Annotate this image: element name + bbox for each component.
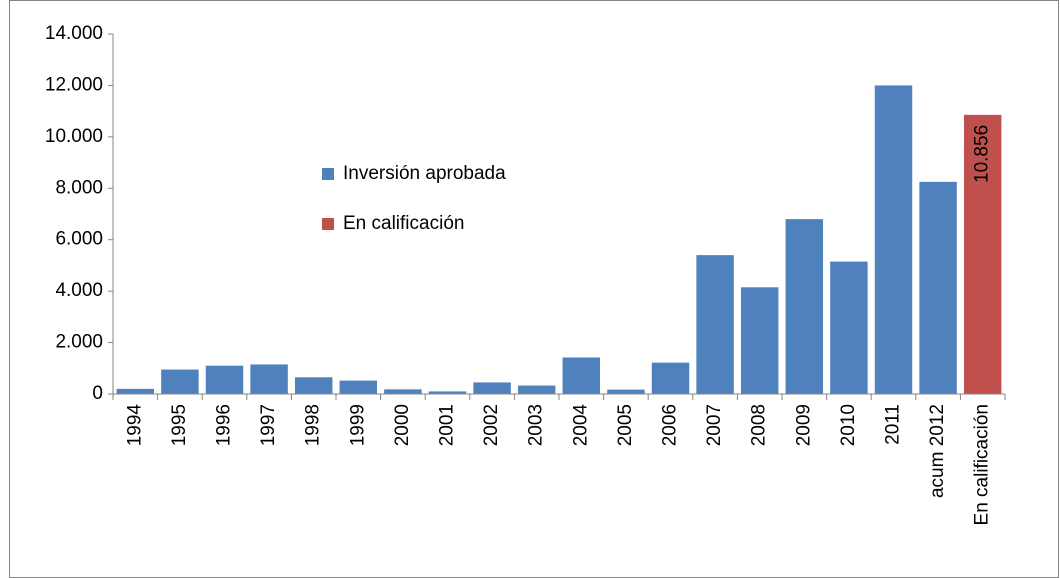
x-tick-label: 1995 [169, 404, 190, 446]
bar [205, 365, 244, 394]
bar [116, 388, 155, 394]
x-tick-label: 1998 [303, 404, 324, 446]
bar [963, 114, 1002, 395]
x-tick-label: 2002 [481, 404, 502, 446]
bar [919, 181, 957, 394]
x-tick-label: 2000 [392, 404, 413, 446]
y-tick-label: 4.000 [55, 280, 103, 301]
bar [250, 364, 288, 394]
bar [161, 369, 199, 394]
x-tick-label: En calificación [972, 404, 993, 525]
y-tick-label: 14.000 [45, 23, 103, 44]
bar [294, 377, 333, 394]
legend-swatch [322, 168, 334, 180]
y-tick-label: 0 [92, 383, 103, 404]
x-tick-label: 2005 [615, 404, 636, 446]
x-tick-label: acum 2012 [927, 404, 948, 498]
value-label: 10.856 [972, 125, 993, 183]
x-tick-label: 1997 [258, 404, 279, 446]
x-tick-label: 2009 [793, 404, 814, 446]
bar [785, 219, 824, 394]
bar [384, 389, 422, 394]
bar [339, 380, 378, 394]
bar [517, 385, 556, 394]
x-tick-label: 1999 [347, 404, 368, 446]
bar [607, 389, 645, 394]
x-tick-label: 2004 [570, 404, 591, 447]
bar [651, 362, 690, 394]
legend-label: En calificación [343, 213, 464, 234]
x-tick-label: 2008 [749, 404, 770, 446]
bar [473, 382, 511, 394]
bar [696, 255, 734, 394]
x-tick-label: 2007 [704, 404, 725, 446]
y-tick-label: 12.000 [45, 74, 103, 95]
y-tick-label: 8.000 [55, 177, 103, 198]
x-tick-label: 2001 [437, 404, 458, 446]
bar [428, 391, 467, 394]
x-tick-label: 2010 [838, 404, 859, 446]
y-tick-label: 10.000 [45, 126, 103, 147]
bar [874, 85, 913, 394]
y-tick-label: 2.000 [55, 332, 103, 353]
legend-label: Inversión aprobada [343, 163, 506, 184]
y-tick-label: 6.000 [55, 229, 103, 250]
x-tick-label: 2003 [526, 404, 547, 446]
x-tick-label: 1996 [214, 404, 235, 446]
legend-swatch [322, 218, 334, 230]
x-tick-label: 2006 [660, 404, 681, 446]
x-tick-label: 1994 [124, 404, 145, 447]
x-tick-label: 2011 [883, 404, 904, 445]
bar [562, 357, 601, 394]
bar [830, 261, 868, 394]
bar [740, 287, 779, 394]
